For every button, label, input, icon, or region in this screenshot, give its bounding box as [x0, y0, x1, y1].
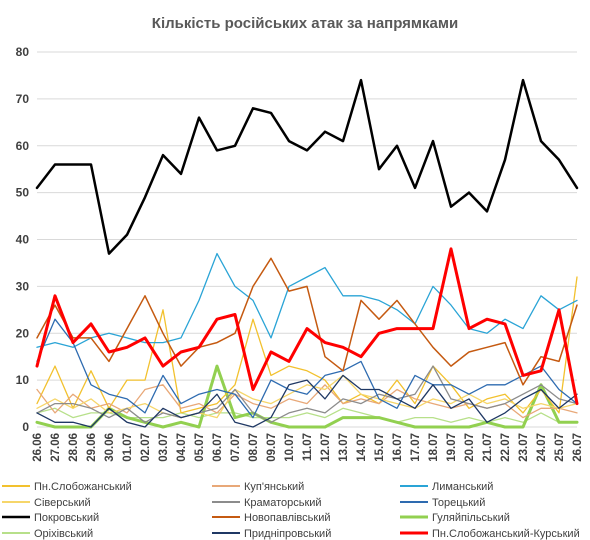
- legend-label: Краматорський: [244, 497, 322, 509]
- legend-label: Покровський: [34, 512, 99, 524]
- x-tick-label: 07.07: [230, 433, 242, 462]
- x-tick-label: 26.06: [32, 433, 44, 462]
- legend-label: Оріхівський: [34, 528, 93, 540]
- x-tick-label: 28.06: [68, 433, 80, 462]
- legend-label: Пн.Слобожанський-Курський: [432, 528, 580, 540]
- x-tick-label: 11.07: [302, 433, 314, 461]
- legend-label: Торецький: [432, 497, 485, 509]
- y-tick-label: 70: [16, 92, 30, 106]
- y-axis-tick-labels: 0 10 20 30 40 50 60 70 80: [16, 45, 30, 434]
- series-line-7: [36, 257, 578, 386]
- y-tick-label: 60: [16, 139, 30, 153]
- x-tick-label: 18.07: [428, 433, 440, 462]
- y-tick-label: 10: [16, 373, 30, 387]
- legend: Пн.Слобожанський Куп'янський Лиманський Сів…: [2, 481, 580, 540]
- series-line-2: [36, 252, 578, 348]
- series-line-4: [36, 365, 578, 423]
- x-tick-label: 21.07: [482, 433, 494, 462]
- x-tick-label: 29.06: [86, 433, 98, 462]
- x-tick-label: 17.07: [410, 433, 422, 462]
- x-tick-label: 25.07: [554, 433, 566, 462]
- y-tick-label: 50: [16, 186, 30, 200]
- series-line-5: [36, 318, 578, 419]
- x-tick-label: 09.07: [266, 433, 278, 462]
- x-tick-label: 08.07: [248, 433, 260, 462]
- x-tick-label: 13.07: [338, 433, 350, 462]
- y-tick-label: 20: [16, 326, 30, 340]
- y-tick-label: 0: [22, 420, 29, 434]
- legend-label: Сіверський: [34, 497, 91, 509]
- x-tick-label: 06.07: [212, 433, 224, 462]
- x-tick-label: 15.07: [374, 433, 386, 462]
- x-tick-label: 02.07: [140, 433, 152, 462]
- x-tick-label: 26.07: [572, 433, 584, 462]
- x-tick-label: 22.07: [500, 433, 512, 462]
- legend-label: Лиманський: [432, 481, 493, 493]
- y-tick-label: 80: [16, 45, 30, 59]
- y-tick-label: 40: [16, 233, 30, 247]
- x-tick-label: 30.06: [104, 433, 116, 462]
- series-lines: [35, 78, 579, 429]
- chart-title: Кількість російських атак за напрямками: [152, 15, 458, 32]
- x-tick-label: 20.07: [464, 433, 476, 462]
- legend-label: Гуляйпільський: [432, 512, 510, 524]
- x-tick-label: 05.07: [194, 433, 206, 462]
- series-line-11: [35, 247, 579, 406]
- x-tick-label: 04.07: [176, 433, 188, 462]
- x-tick-label: 23.07: [518, 433, 530, 462]
- series-line-10: [36, 374, 578, 428]
- x-tick-label: 24.07: [536, 433, 548, 462]
- legend-label: Пн.Слобожанський: [34, 481, 132, 493]
- legend-label: Куп'янський: [244, 481, 304, 493]
- x-tick-label: 12.07: [320, 433, 332, 462]
- x-axis-tick-labels: 26.06 27.06 28.06 29.06 30.06 01.07 02.07 03.07…: [32, 433, 584, 462]
- x-tick-label: 27.06: [50, 433, 62, 462]
- y-tick-label: 30: [16, 279, 30, 293]
- x-tick-label: 01.07: [122, 433, 134, 462]
- series-line-6: [35, 78, 579, 255]
- x-tick-label: 14.07: [356, 433, 368, 462]
- x-tick-label: 19.07: [446, 433, 458, 462]
- series-line-0: [36, 276, 578, 414]
- x-tick-label: 03.07: [158, 433, 170, 462]
- legend-label: Придніпровський: [244, 528, 331, 540]
- legend-label: Новопавлівський: [244, 512, 330, 524]
- x-tick-label: 16.07: [392, 433, 404, 462]
- x-tick-label: 10.07: [284, 433, 296, 462]
